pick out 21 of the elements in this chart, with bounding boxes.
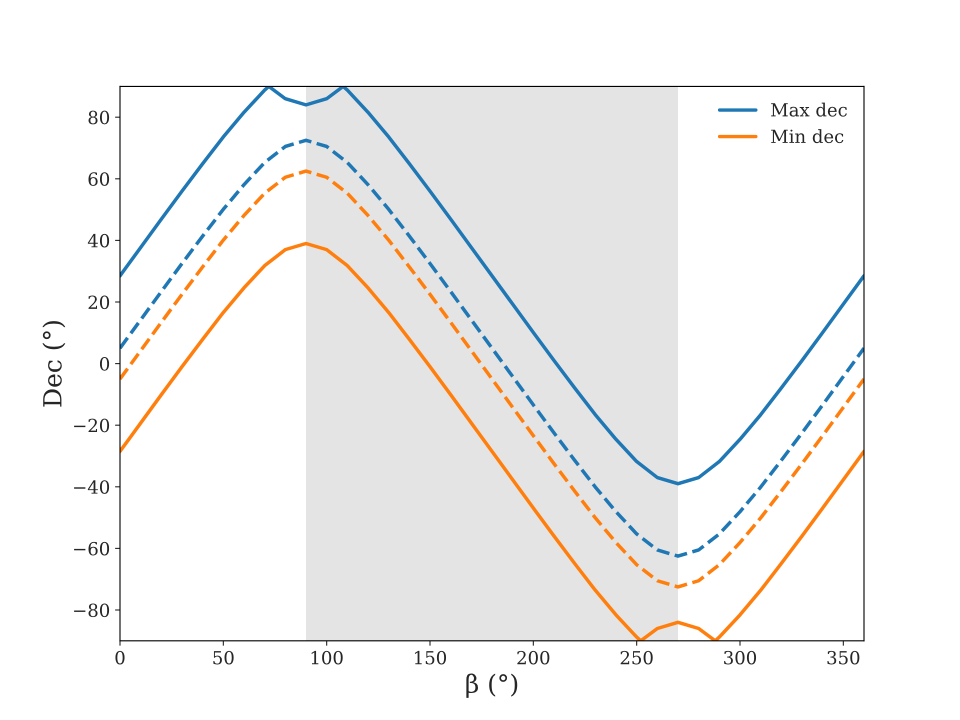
- y-tick-label: 0: [100, 357, 110, 371]
- legend-label: Max dec: [771, 102, 847, 117]
- x-tick-label: 200: [517, 650, 550, 664]
- y-tick-label: −40: [74, 480, 110, 494]
- y-tick-label: 80: [88, 110, 110, 124]
- y-tick-label: −60: [74, 542, 110, 556]
- x-tick-label: 150: [414, 650, 446, 664]
- y-axis-title: Dec (°): [42, 321, 66, 407]
- x-axis-title: β (°): [466, 674, 518, 698]
- y-tick-label: 60: [88, 172, 110, 186]
- y-tick-label: −20: [74, 418, 110, 432]
- x-tick-label: 50: [213, 650, 234, 664]
- x-tick-label: 250: [620, 650, 653, 664]
- legend-label: Min dec: [771, 129, 844, 144]
- y-tick-label: 20: [88, 295, 110, 310]
- x-tick-label: 350: [827, 650, 860, 664]
- x-tick-label: 300: [724, 650, 756, 664]
- y-tick-label: 40: [88, 234, 110, 248]
- x-tick-label: 0: [115, 650, 125, 664]
- y-tick-label: −80: [74, 603, 110, 618]
- x-tick-label: 100: [312, 650, 343, 664]
